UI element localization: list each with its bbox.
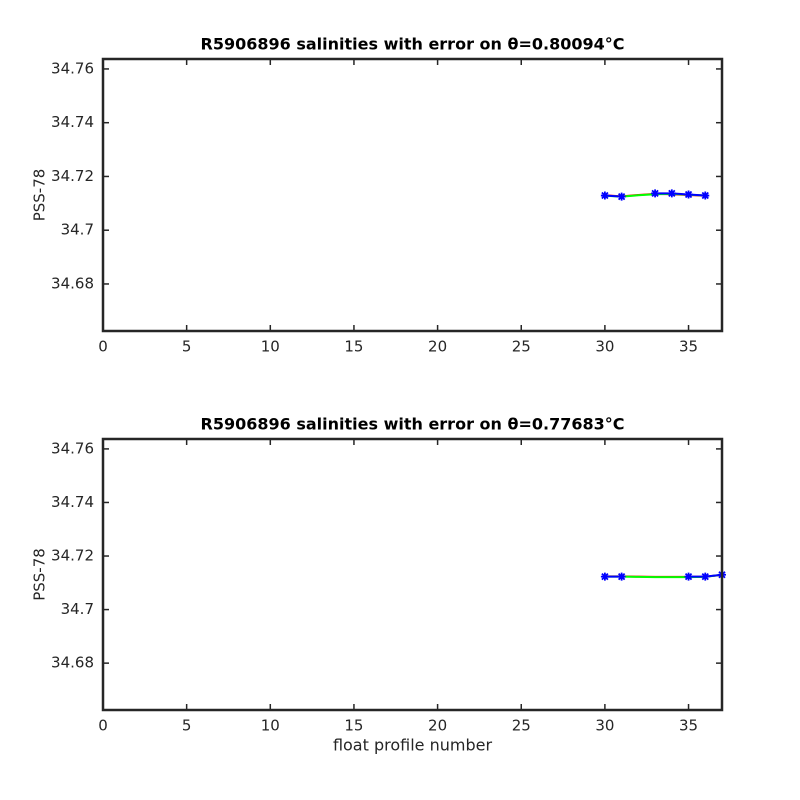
marker — [684, 572, 693, 581]
x-tick-label: 15 — [344, 338, 363, 356]
x-tick-label: 30 — [595, 338, 614, 356]
x-tick-label: 30 — [595, 717, 614, 735]
marker — [701, 191, 710, 200]
y-tick-label: 34.74 — [51, 493, 94, 511]
x-tick-label: 35 — [679, 338, 698, 356]
plot-area — [103, 439, 722, 710]
marker — [701, 572, 710, 581]
x-tick-label: 20 — [428, 338, 447, 356]
axes-box — [101, 57, 724, 333]
x-tick-label: 5 — [182, 717, 192, 735]
x-tick-label: 0 — [98, 717, 108, 735]
marker — [667, 189, 676, 198]
y-axis-label: PSS-78 — [31, 169, 49, 222]
y-tick-label: 34.68 — [51, 654, 94, 672]
marker — [600, 191, 609, 200]
y-tick-label: 34.76 — [51, 439, 94, 457]
marker — [617, 572, 626, 581]
x-tick-label: 10 — [261, 717, 280, 735]
x-tick-label: 15 — [344, 717, 363, 735]
marker — [651, 189, 660, 198]
y-tick-label: 34.74 — [51, 113, 94, 131]
x-tick-label: 20 — [428, 717, 447, 735]
y-tick-label: 34.72 — [51, 167, 94, 185]
marker — [617, 192, 626, 201]
chart-title: R5906896 salinities with error on θ=0.80… — [201, 35, 625, 54]
axes-box — [101, 437, 724, 712]
y-tick-label: 34.7 — [61, 221, 94, 239]
x-tick-label: 5 — [182, 338, 192, 356]
x-tick-label: 0 — [98, 338, 108, 356]
chart-title: R5906896 salinities with error on θ=0.77… — [201, 415, 625, 434]
y-tick-label: 34.72 — [51, 547, 94, 565]
marker — [684, 190, 693, 199]
y-axis-label: PSS-78 — [31, 548, 49, 601]
x-tick-label: 25 — [512, 338, 531, 356]
x-tick-label: 10 — [261, 338, 280, 356]
y-tick-label: 34.76 — [51, 59, 94, 77]
marker — [600, 572, 609, 581]
y-tick-label: 34.68 — [51, 274, 94, 292]
x-axis-label: float profile number — [333, 736, 493, 755]
x-tick-label: 25 — [512, 717, 531, 735]
x-tick-label: 35 — [679, 717, 698, 735]
y-tick-label: 34.7 — [61, 600, 94, 618]
